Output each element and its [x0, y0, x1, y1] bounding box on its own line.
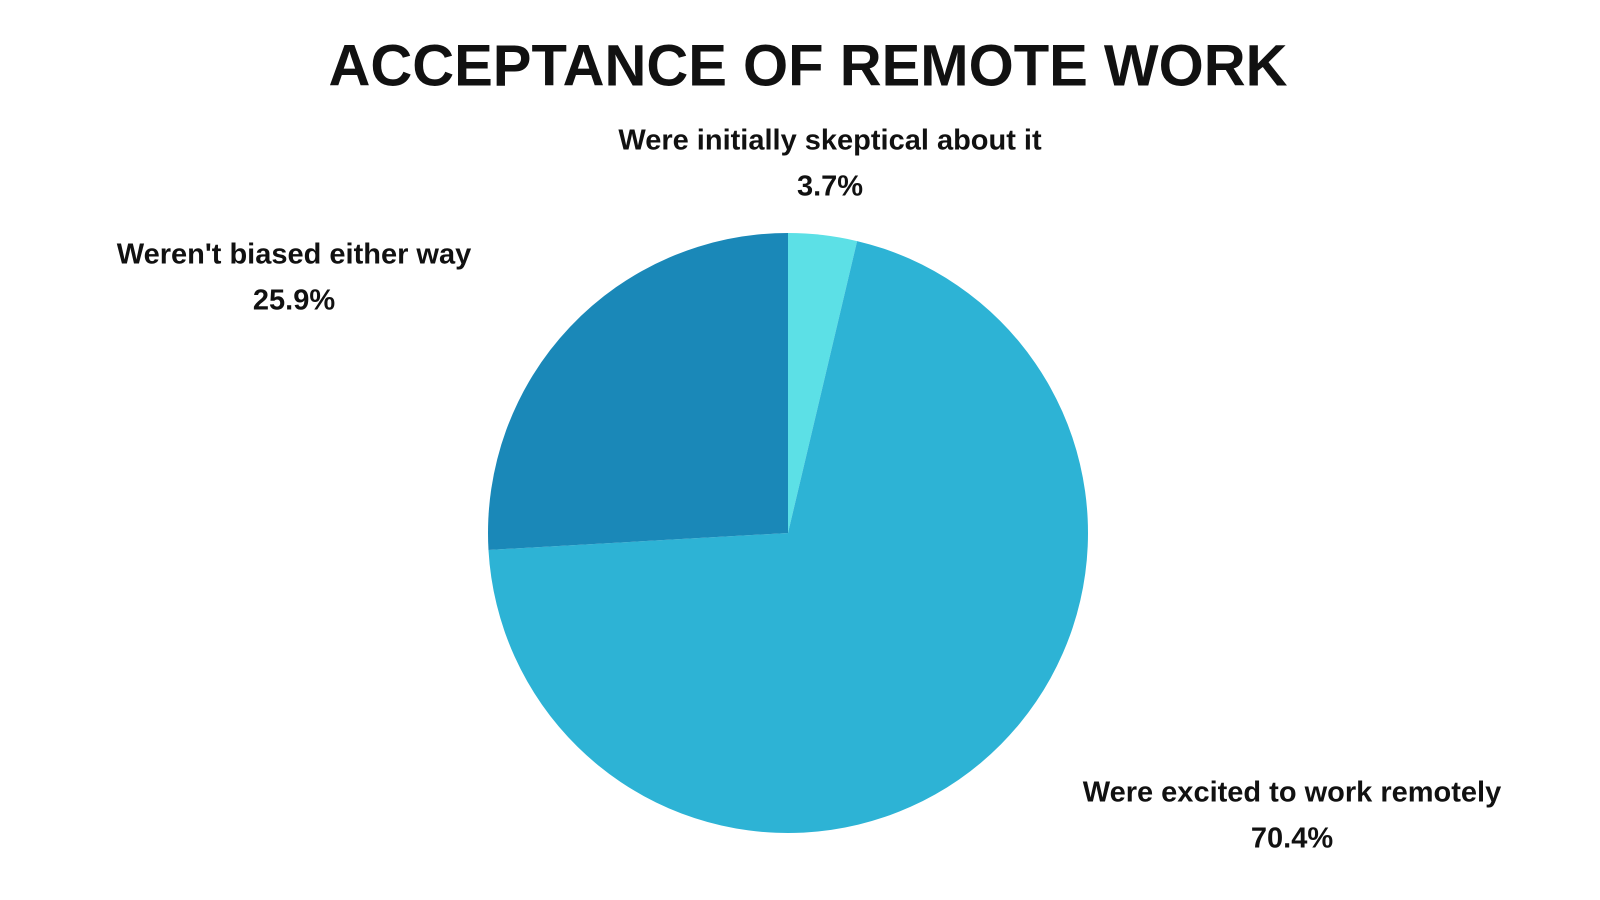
slice-value-label: 70.4%	[1251, 823, 1333, 855]
pie-slice	[488, 241, 1089, 834]
slice-value-label: 3.7%	[797, 171, 863, 203]
slice-label: Were excited to work remotely	[1083, 777, 1502, 809]
pie-slice	[488, 233, 788, 550]
slice-label: Were initially skeptical about it	[618, 125, 1042, 157]
slice-label: Weren't biased either way	[117, 239, 472, 271]
slice-value-label: 25.9%	[253, 285, 335, 317]
chart-title: ACCEPTANCE OF REMOTE WORK	[328, 33, 1287, 98]
pie-slice	[788, 233, 858, 533]
